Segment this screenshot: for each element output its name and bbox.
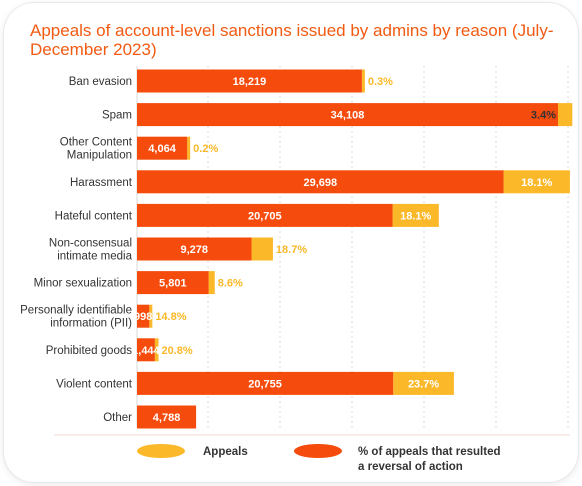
category-label: Ban evasion xyxy=(69,76,132,88)
percent-label: 18.7% xyxy=(276,244,307,256)
value-label: 9,278 xyxy=(180,244,208,256)
category-label: Minor sexualization xyxy=(34,278,132,290)
category-label: Non-consensual intimate media xyxy=(49,238,133,263)
category-label: Hateful content xyxy=(55,210,133,222)
legend-label-reversal-line2: a reversal of action xyxy=(358,461,463,473)
bar-appeals xyxy=(154,338,159,362)
category-label-line: Manipulation xyxy=(67,150,132,162)
value-label: 4,788 xyxy=(153,412,181,424)
legend-label-reversal-line1: % of appeals that resulted xyxy=(358,446,501,458)
category-label: Violent content xyxy=(56,378,133,390)
value-label: 29,698 xyxy=(303,177,337,189)
category-label-line: intimate media xyxy=(57,251,132,263)
percent-label: 8.6% xyxy=(218,278,243,290)
percent-label: 14.8% xyxy=(155,311,186,323)
category-label-line: Personally identifiable xyxy=(20,305,132,317)
percent-label: 20.8% xyxy=(162,345,193,357)
value-label: 20,755 xyxy=(248,378,282,390)
bar-appeals xyxy=(251,237,273,261)
value-label: 18,219 xyxy=(233,76,267,88)
bar-appeals xyxy=(361,69,365,93)
value-label: 34,108 xyxy=(331,110,365,122)
category-label: Harassment xyxy=(70,177,133,189)
bar-reversal xyxy=(137,304,150,328)
bar-reversal xyxy=(137,136,188,160)
labels: Ban evasion 18,219 0.3% Spam 34,108 3.4% Other… xyxy=(20,76,556,424)
category-label-line: Other Content xyxy=(60,137,133,149)
category-label: Personally identifiable information (PII) xyxy=(20,305,132,330)
category-label: Spam xyxy=(102,110,132,122)
bar-appeals xyxy=(208,271,215,295)
category-label-line: information (PII) xyxy=(50,318,132,330)
category-label-line: Harassment xyxy=(70,177,133,189)
legend-swatch-appeals xyxy=(137,444,185,458)
category-label-line: Ban evasion xyxy=(69,76,132,88)
percent-label: 18.1% xyxy=(521,177,552,189)
legend-swatch-reversal xyxy=(294,444,342,458)
bar-appeals xyxy=(149,304,153,328)
bar-appeals xyxy=(558,103,573,127)
bar-appeals xyxy=(187,136,191,160)
value-label: 20,705 xyxy=(248,210,282,222)
percent-label: 3.4% xyxy=(531,110,556,122)
bar-appeals xyxy=(392,203,439,227)
category-label-line: Violent content xyxy=(56,378,133,390)
category-label-line: Prohibited goods xyxy=(46,345,133,357)
bar-reversal xyxy=(137,338,155,362)
bar-appeals xyxy=(503,170,570,194)
category-label-line: Other xyxy=(103,412,132,424)
percent-label: 18.1% xyxy=(400,210,431,222)
value-label: 1,444 xyxy=(132,345,160,357)
value-label: 4,064 xyxy=(148,143,176,155)
category-label: Other xyxy=(103,412,132,424)
percent-label: 0.2% xyxy=(193,143,218,155)
legend-label-reversal: % of appeals that resulted a reversal of… xyxy=(358,446,504,473)
value-label: 998 xyxy=(134,311,152,323)
bar-reversal xyxy=(137,170,504,194)
bar-reversal xyxy=(137,203,393,227)
grid-lines xyxy=(54,66,570,436)
bar-reversal xyxy=(137,69,362,93)
category-label-line: Hateful content xyxy=(55,210,133,222)
bar-reversal xyxy=(137,271,209,295)
bar-reversal xyxy=(137,103,558,127)
legend: Appeals % of appeals that resulted a rev… xyxy=(137,444,504,473)
bar-reversal xyxy=(137,371,394,395)
bar-reversal xyxy=(137,405,197,429)
bars xyxy=(137,69,573,429)
category-label: Other Content Manipulation xyxy=(60,137,133,162)
percent-label: 23.7% xyxy=(408,378,439,390)
category-label: Prohibited goods xyxy=(46,345,133,357)
chart-title: Appeals of account-level sanctions issue… xyxy=(30,21,554,59)
value-label: 5,801 xyxy=(159,278,187,290)
legend-label-appeals: Appeals xyxy=(203,446,248,458)
category-label-line: Minor sexualization xyxy=(34,278,132,290)
category-label-line: Non-consensual xyxy=(49,238,132,250)
percent-label: 0.3% xyxy=(368,76,393,88)
bar-reversal xyxy=(137,237,252,261)
category-label-line: Spam xyxy=(102,110,132,122)
bar-appeals xyxy=(393,371,454,395)
